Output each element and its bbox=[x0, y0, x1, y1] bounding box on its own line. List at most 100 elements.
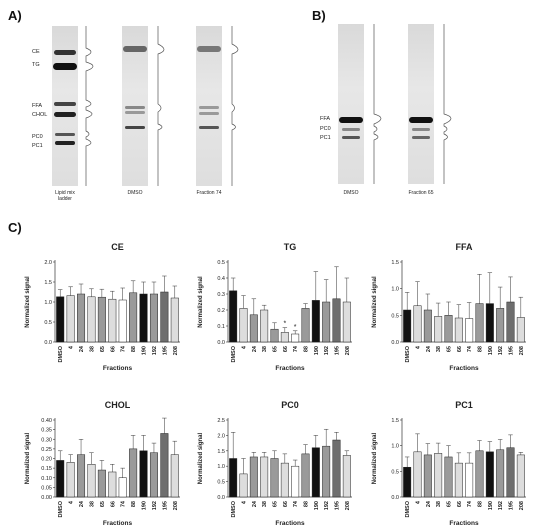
x-tick-label: 192 bbox=[152, 501, 158, 510]
bar bbox=[516, 317, 525, 343]
y-tick-label: 0.5 bbox=[391, 313, 399, 319]
x-tick-label: 88 bbox=[304, 346, 310, 352]
lane-label-b-fraction-65: Fraction 65 bbox=[408, 190, 434, 196]
x-tick-label: 38 bbox=[436, 346, 442, 352]
bar bbox=[129, 292, 138, 343]
bar bbox=[291, 333, 300, 343]
bar bbox=[434, 316, 443, 343]
bar bbox=[118, 477, 127, 498]
bar bbox=[77, 293, 86, 343]
bar bbox=[454, 462, 463, 498]
x-tick-label: 24 bbox=[252, 500, 258, 507]
bar bbox=[87, 464, 96, 498]
panel-b-tlc-image: FFA PC0 PC1 DMSO Fraction 65 bbox=[320, 20, 520, 220]
bar bbox=[170, 297, 179, 343]
band-label-chol: CHOL bbox=[32, 112, 48, 118]
bar bbox=[149, 452, 158, 498]
x-tick-label: 192 bbox=[498, 346, 504, 355]
x-tick-label: 74 bbox=[293, 345, 299, 352]
x-tick-label: 65 bbox=[273, 346, 279, 352]
x-tick-label: 66 bbox=[457, 346, 463, 352]
y-tick-label: 0.4 bbox=[217, 276, 225, 282]
y-tick-label: 0.25 bbox=[41, 447, 52, 453]
x-tick-label: 195 bbox=[335, 501, 341, 510]
y-tick-label: 1.0 bbox=[391, 444, 399, 450]
x-tick-label: 4 bbox=[69, 345, 75, 349]
bar bbox=[322, 301, 331, 343]
x-tick-label: 208 bbox=[519, 346, 525, 355]
y-tick-label: 0.0 bbox=[391, 495, 399, 501]
bar bbox=[475, 450, 484, 498]
x-tick-label: 195 bbox=[335, 346, 341, 355]
chart-title: FFA bbox=[456, 242, 473, 252]
x-tick-label: 190 bbox=[142, 346, 148, 355]
bar bbox=[87, 296, 96, 343]
x-tick-label: 74 bbox=[121, 345, 127, 352]
y-tick-label: 0.5 bbox=[391, 469, 399, 475]
bar bbox=[332, 439, 341, 498]
x-tick-label: 38 bbox=[89, 501, 95, 507]
panel-a-letter: A) bbox=[8, 8, 22, 23]
bar bbox=[413, 305, 422, 343]
x-tick-label: 208 bbox=[519, 501, 525, 510]
chart-title: PC0 bbox=[281, 400, 299, 410]
bar bbox=[270, 328, 279, 343]
x-tick-label: 4 bbox=[416, 500, 422, 504]
bar bbox=[280, 462, 289, 498]
bar bbox=[139, 293, 148, 343]
bar bbox=[108, 298, 117, 343]
bar bbox=[160, 433, 169, 498]
bar bbox=[56, 460, 65, 498]
band-label-ce: CE bbox=[32, 49, 40, 55]
bar bbox=[229, 290, 238, 343]
y-tick-label: 0.5 bbox=[44, 320, 52, 326]
x-tick-label: 190 bbox=[488, 346, 494, 355]
panel-b-letter: B) bbox=[312, 8, 326, 23]
chart-title: TG bbox=[284, 242, 297, 252]
x-tick-label: 190 bbox=[314, 501, 320, 510]
y-tick-label: 0.5 bbox=[217, 480, 225, 486]
bar bbox=[66, 462, 75, 498]
bar bbox=[260, 309, 269, 343]
y-tick-label: 1.5 bbox=[391, 418, 399, 424]
y-tick-label: 0.0 bbox=[217, 340, 225, 346]
x-tick-label: 4 bbox=[242, 345, 248, 349]
x-tick-label: 192 bbox=[152, 346, 158, 355]
band-label-b-pc0: PC0 bbox=[320, 126, 331, 132]
bar bbox=[280, 332, 289, 343]
chart-title: CE bbox=[111, 242, 124, 252]
bar bbox=[270, 458, 279, 498]
x-tick-label: 208 bbox=[173, 501, 179, 510]
y-tick-label: 1.5 bbox=[217, 449, 225, 455]
chart-tg: TG 0.0 0.1 0.2 0.3 0.4 0.5 Normalized signal DMS… bbox=[198, 242, 352, 372]
bar bbox=[332, 298, 341, 343]
x-tick-label: 66 bbox=[457, 501, 463, 507]
x-tick-label: 65 bbox=[447, 346, 453, 352]
densitometry-trace-b-dmso bbox=[373, 24, 382, 184]
bar bbox=[516, 454, 525, 498]
x-tick-label: 74 bbox=[467, 345, 473, 352]
lane-label-b-dmso: DMSO bbox=[343, 190, 359, 196]
tlc-lane-dmso bbox=[122, 26, 148, 186]
x-tick-label: 24 bbox=[79, 345, 85, 352]
y-tick-label: 1.5 bbox=[391, 260, 399, 266]
x-tick-label: 208 bbox=[345, 501, 351, 510]
bar bbox=[496, 449, 505, 498]
x-tick-label: 66 bbox=[110, 346, 116, 352]
x-tick-label: 38 bbox=[262, 501, 268, 507]
tlc-lane-ladder bbox=[52, 26, 78, 186]
x-tick-label: 88 bbox=[478, 346, 484, 352]
lane-label-dmso: DMSO bbox=[127, 190, 143, 196]
bar bbox=[506, 301, 515, 343]
y-tick-label: 0.0 bbox=[217, 495, 225, 501]
band-label-b-ffa: FFA bbox=[320, 116, 331, 122]
y-tick-label: 0.20 bbox=[41, 457, 52, 463]
x-tick-label: 66 bbox=[110, 501, 116, 507]
y-axis-label: Normalized signal bbox=[198, 433, 204, 485]
y-tick-label: 0.00 bbox=[41, 495, 52, 501]
y-tick-label: 0.35 bbox=[41, 428, 52, 434]
bar bbox=[229, 458, 238, 498]
x-tick-label: 208 bbox=[345, 346, 351, 355]
x-tick-label: 65 bbox=[273, 501, 279, 507]
x-tick-label: 195 bbox=[162, 346, 168, 355]
